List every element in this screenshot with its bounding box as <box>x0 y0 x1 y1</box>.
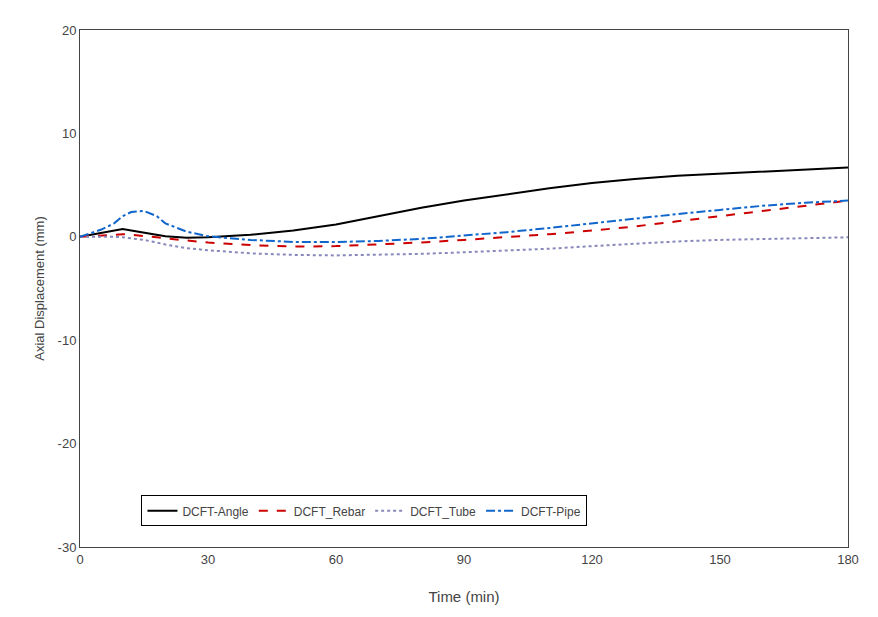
svg-text:60: 60 <box>329 552 343 567</box>
svg-text:-30: -30 <box>58 540 77 555</box>
svg-text:-10: -10 <box>58 333 77 348</box>
svg-text:120: 120 <box>581 552 603 567</box>
svg-text:150: 150 <box>709 552 731 567</box>
svg-text:180: 180 <box>837 552 859 567</box>
svg-text:DCFT-Angle: DCFT-Angle <box>182 505 248 519</box>
svg-text:0: 0 <box>76 552 83 567</box>
svg-text:DCFT_Rebar: DCFT_Rebar <box>294 505 365 519</box>
svg-text:20: 20 <box>62 23 76 38</box>
svg-text:DCFT_Tube: DCFT_Tube <box>410 505 476 519</box>
svg-text:0: 0 <box>69 229 76 244</box>
svg-text:30: 30 <box>201 552 215 567</box>
svg-text:Axial Displacement (mm): Axial Displacement (mm) <box>32 216 47 360</box>
svg-text:-20: -20 <box>58 436 77 451</box>
svg-text:10: 10 <box>62 126 76 141</box>
svg-text:DCFT-Pipe: DCFT-Pipe <box>521 505 581 519</box>
svg-text:Time (min): Time (min) <box>428 588 499 605</box>
svg-text:90: 90 <box>457 552 471 567</box>
